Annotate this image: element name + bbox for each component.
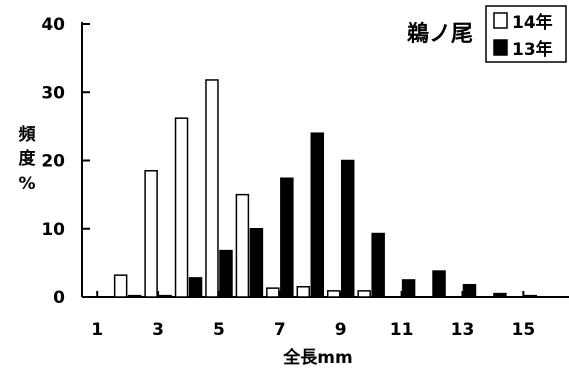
bar-14年-6	[235, 193, 250, 298]
x-tick-label: 5	[213, 320, 225, 340]
bar-14年-4	[174, 117, 189, 298]
x-tick-label: 11	[390, 320, 414, 340]
y-axis-title-line-2: 度	[19, 148, 37, 169]
bar-14年-7	[266, 287, 280, 298]
bar-13年-12	[432, 270, 446, 298]
bar-13年-9	[340, 159, 355, 298]
y-tick-label: 30	[41, 83, 65, 103]
x-tick-label: 13	[451, 320, 475, 340]
legend-label-13: 13年	[512, 39, 553, 60]
chart-title: 鵜ノ尾	[406, 21, 473, 47]
x-tick-label: 9	[335, 320, 347, 340]
x-tick-label: 7	[274, 320, 286, 340]
bar-14年-3	[144, 169, 158, 298]
y-axis-title-line-1: 頻	[18, 124, 36, 145]
x-tick-label: 3	[152, 320, 164, 340]
bar-13年-4	[188, 277, 203, 298]
y-axis: 0 10 20 30 40	[41, 15, 90, 308]
y-tick-label: 10	[41, 220, 65, 240]
legend-swatch-13	[493, 39, 508, 56]
legend-label-14: 14年	[512, 12, 553, 33]
bar-14年-2	[113, 274, 128, 298]
x-tick-label: 15	[512, 320, 536, 340]
bar-13年-13	[462, 283, 477, 298]
bar-13年-10	[371, 232, 385, 298]
bar-13年-7	[280, 177, 294, 298]
bar-14年-5	[205, 79, 219, 298]
bars	[113, 79, 538, 298]
y-axis-title: 頻 度 %	[18, 124, 37, 194]
x-axis: 1 3 5 7 9 11 13 15	[82, 291, 569, 340]
bar-14年-10	[357, 290, 371, 298]
bar-13年-15	[523, 294, 538, 298]
bar-13年-3	[158, 294, 172, 298]
x-tick-label: 1	[91, 320, 103, 340]
y-tick-label: 20	[41, 152, 65, 172]
legend: 14年 13年	[485, 5, 567, 63]
x-axis-title: 全長mm	[282, 347, 352, 368]
bar-14年-8	[296, 286, 311, 298]
legend-swatch-14	[493, 12, 508, 29]
bar-13年-8	[310, 132, 325, 298]
y-axis-title-line-3: %	[18, 174, 35, 194]
y-tick-label: 0	[53, 288, 65, 308]
y-tick-label: 40	[41, 15, 65, 35]
bar-13年-5	[219, 249, 233, 298]
bar-14年-9	[326, 290, 341, 298]
bar-13年-14	[493, 292, 507, 298]
bar-13年-11	[401, 279, 416, 298]
bar-13年-2	[127, 294, 142, 298]
bar-13年-6	[249, 228, 264, 298]
